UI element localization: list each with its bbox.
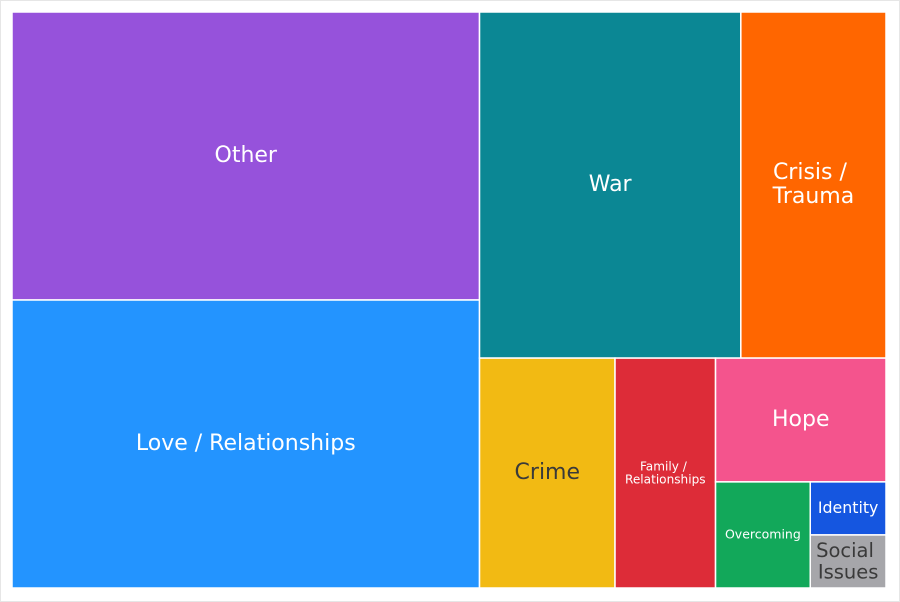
tile-label: Crisis / Trauma <box>772 160 855 209</box>
tile-label: Crime <box>515 460 580 485</box>
tile-label: Other <box>215 143 278 168</box>
tile-label: Love / Relationships <box>136 431 356 456</box>
tile-label: Family / Relationships <box>625 459 706 486</box>
treemap-tile <box>478 357 616 589</box>
treemap-tile <box>11 299 481 589</box>
tile-label: Social Issues <box>816 538 880 583</box>
treemap-tile <box>809 534 887 589</box>
tile-label: War <box>589 172 633 197</box>
treemap-tile <box>740 11 887 359</box>
treemap-tile <box>478 11 742 359</box>
tile-label: Hope <box>772 407 830 432</box>
tile-label: Identity <box>818 498 879 517</box>
treemap-tile <box>714 481 811 589</box>
tile-label: Overcoming <box>725 526 801 541</box>
treemap-tile <box>11 11 481 301</box>
treemap-tile <box>614 357 717 589</box>
treemap-tile <box>809 481 887 536</box>
